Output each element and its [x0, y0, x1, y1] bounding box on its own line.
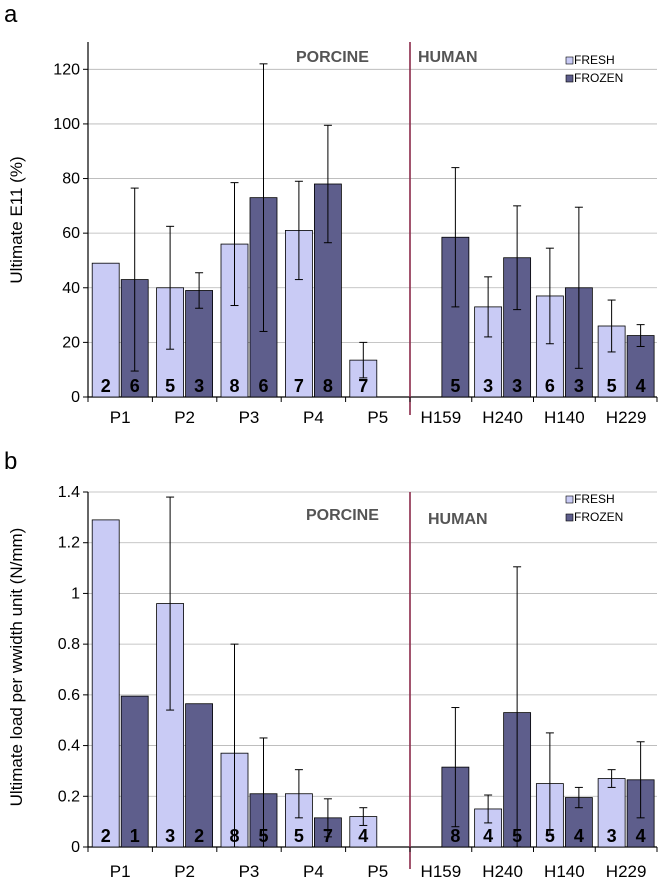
y-tick-label-a: 100	[53, 116, 80, 133]
bar-fresh-h229-b	[597, 778, 626, 848]
sample-count-label-a: 5	[165, 376, 175, 396]
sample-count-label-b: 4	[483, 826, 493, 846]
x-category-label-a: P4	[303, 408, 324, 427]
sample-count-label-b: 5	[545, 826, 555, 846]
sample-count-label-a: 6	[258, 376, 268, 396]
sample-count-label-a: 8	[229, 376, 239, 396]
sample-count-label-b: 2	[101, 826, 111, 846]
sample-count-label-a: 5	[607, 376, 617, 396]
sample-count-label-a: 7	[294, 376, 304, 396]
sample-count-label-a: 6	[130, 376, 140, 396]
sample-count-label-a: 3	[574, 376, 584, 396]
legend-swatch-frozen-a	[565, 74, 574, 83]
sample-count-label-a: 6	[545, 376, 555, 396]
sample-count-label-b: 5	[512, 826, 522, 846]
sample-count-label-b: 7	[323, 826, 333, 846]
x-category-label-b: H240	[482, 862, 523, 881]
sample-count-label-a: 3	[512, 376, 522, 396]
legend-swatch-fresh-b	[565, 495, 574, 504]
x-category-label-a: P2	[174, 408, 195, 427]
y-tick-label-a: 20	[62, 334, 80, 351]
group-label-porcine-b: PORCINE	[306, 507, 379, 524]
bar-frozen-p1-b	[120, 695, 149, 848]
sample-count-label-a: 7	[358, 376, 368, 396]
sample-count-label-b: 1	[130, 826, 140, 846]
legend-b: FRESH FROZEN	[565, 492, 623, 524]
x-category-label-b: H159	[421, 862, 462, 881]
group-label-human-a: HUMAN	[418, 49, 478, 66]
sample-count-label-b: 4	[636, 826, 646, 846]
x-category-label-a: P5	[367, 408, 388, 427]
sample-count-label-a: 5	[450, 376, 460, 396]
y-tick-label-a: 80	[62, 171, 80, 188]
x-category-label-a: H229	[606, 408, 647, 427]
y-tick-label-b: 0.2	[58, 788, 80, 805]
panel-letter-b: b	[4, 448, 17, 475]
x-category-label-a: H140	[544, 408, 585, 427]
y-tick-label-b: 1	[71, 585, 80, 602]
sample-count-label-b: 2	[194, 826, 204, 846]
chart-panel-b: b Ultimate load per wwidth unit (N/mm) P…	[4, 448, 658, 881]
sample-count-label-b: 8	[229, 826, 239, 846]
bar-fresh-p1-a	[91, 262, 120, 398]
x-category-label-b: P3	[239, 862, 260, 881]
x-category-label-a: P3	[239, 408, 260, 427]
group-label-human-b: HUMAN	[428, 511, 488, 528]
y-axis-label-a: Ultimate E11 (%)	[7, 156, 26, 283]
x-category-label-a: P1	[110, 408, 131, 427]
sample-count-label-b: 4	[358, 826, 368, 846]
legend-swatch-fresh-a	[565, 56, 574, 65]
y-tick-label-a: 120	[53, 61, 80, 78]
y-tick-label-b: 1.2	[58, 535, 80, 552]
x-category-label-b: H140	[544, 862, 585, 881]
bar-fresh-p1-b	[91, 519, 120, 848]
legend-a: FRESH FROZEN	[565, 53, 623, 85]
group-label-porcine-a: PORCINE	[296, 49, 369, 66]
y-axis-label-b: Ultimate load per wwidth unit (N/mm)	[7, 528, 26, 807]
sample-count-label-b: 4	[574, 826, 584, 846]
y-tick-label-b: 0.4	[58, 738, 80, 755]
sample-count-label-a: 4	[636, 376, 646, 396]
legend-label-fresh-b: FRESH	[574, 492, 615, 506]
sample-count-label-b: 5	[294, 826, 304, 846]
sample-count-label-b: 3	[607, 826, 617, 846]
sample-count-label-a: 8	[323, 376, 333, 396]
x-category-label-b: H229	[606, 862, 647, 881]
sample-count-label-b: 8	[450, 826, 460, 846]
x-category-label-b: P4	[303, 862, 324, 881]
y-tick-label-b: 0	[71, 839, 80, 856]
sample-count-label-b: 5	[258, 826, 268, 846]
panel-letter-a: a	[4, 1, 18, 28]
y-tick-label-a: 60	[62, 225, 80, 242]
y-tick-label-b: 0.8	[58, 636, 80, 653]
legend-swatch-frozen-b	[565, 513, 574, 522]
y-tick-label-b: 0.6	[58, 687, 80, 704]
bar-frozen-h240-a	[503, 257, 532, 398]
legend-label-frozen-a: FROZEN	[574, 71, 623, 85]
y-tick-label-a: 40	[62, 280, 80, 297]
x-category-label-a: H159	[421, 408, 462, 427]
y-tick-label-b: 1.4	[58, 484, 80, 501]
x-category-label-a: H240	[482, 408, 523, 427]
sample-count-label-b: 3	[165, 826, 175, 846]
sample-count-label-a: 2	[101, 376, 111, 396]
x-category-label-b: P2	[174, 862, 195, 881]
y-tick-label-a: 0	[71, 389, 80, 406]
bar-frozen-p2-b	[185, 703, 214, 848]
legend-label-fresh-a: FRESH	[574, 53, 615, 67]
sample-count-label-a: 3	[483, 376, 493, 396]
x-category-label-b: P5	[367, 862, 388, 881]
sample-count-label-a: 3	[194, 376, 204, 396]
legend-label-frozen-b: FROZEN	[574, 510, 623, 524]
chart-panel-a: a Ultimate E11 (%) PORCINE HUMAN FRESH F…	[4, 1, 658, 427]
x-category-label-b: P1	[110, 862, 131, 881]
